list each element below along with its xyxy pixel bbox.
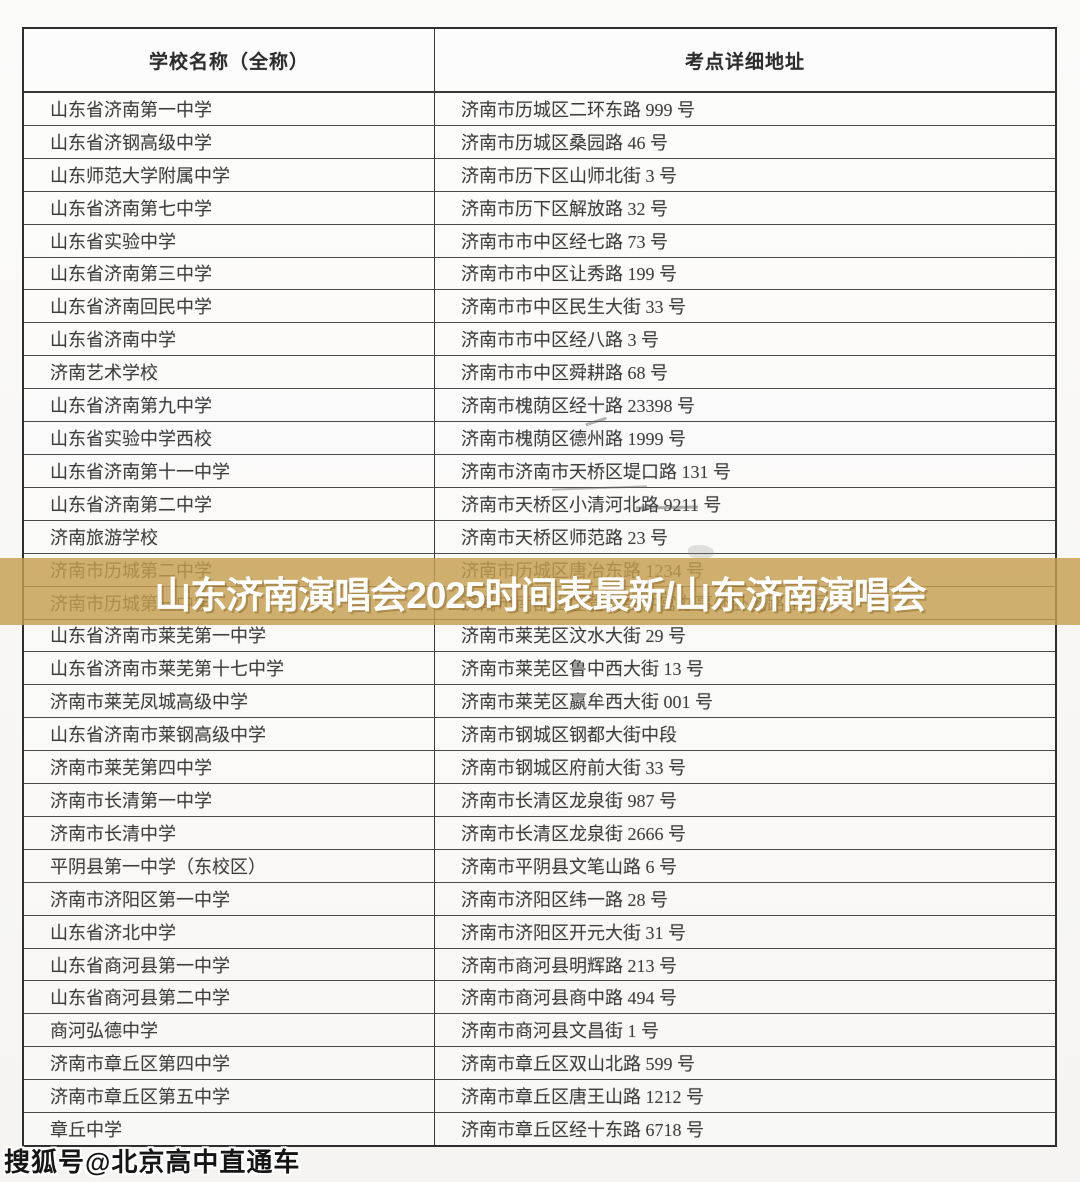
table-row: 济南市济阳区第一中学 济南市济阳区纬一路 28 号: [24, 881, 1055, 915]
address-cell: 济南市槐荫区德州路 1999 号: [461, 429, 686, 450]
school-name-cell: 山东省商河县第一中学: [24, 948, 435, 981]
school-name-cell: 济南艺术学校: [24, 356, 435, 389]
address-cell: 济南市济阳区开元大街 31 号: [461, 922, 686, 943]
address-cell: 济南市商河县商中路 494 号: [461, 988, 677, 1009]
column-header-school-name: 学校名称（全称）: [24, 29, 435, 91]
address-cell: 济南市市中区让秀路 199 号: [461, 264, 677, 285]
table-row: 济南艺术学校 济南市市中区舜耕路 68 号: [24, 355, 1055, 389]
school-name-cell: 山东省济南第三中学: [24, 257, 435, 290]
school-name-cell: 山东省商河县第二中学: [24, 981, 435, 1014]
school-name-cell: 济南市莱芜凤城高级中学: [24, 685, 435, 718]
table-row: 山东省商河县第一中学 济南市商河县明辉路 213 号: [24, 947, 1055, 981]
address-cell: 济南市市中区民生大街 33 号: [461, 297, 686, 318]
table-row: 章丘中学 济南市章丘区经十东路 6718 号: [24, 1112, 1055, 1145]
address-cell: 济南市平阴县文笔山路 6 号: [461, 856, 677, 877]
address-cell: 济南市章丘区双山北路 599 号: [461, 1054, 695, 1075]
table-row: 山东省济南市莱钢高级中学 济南市钢城区钢都大街中段: [24, 717, 1055, 751]
table-row: 商河弘德中学 济南市商河县文昌街 1 号: [24, 1013, 1055, 1047]
school-name-cell: 山东师范大学附属中学: [24, 158, 435, 191]
school-name-cell: 山东省济南第二中学: [24, 487, 435, 520]
title-banner: 山东济南演唱会2025时间表最新/山东济南演唱会: [0, 558, 1080, 625]
table-row: 济南市章丘区第五中学 济南市章丘区唐王山路 1212 号: [24, 1079, 1055, 1113]
school-name-cell: 山东省济南市莱芜第一中学: [24, 619, 435, 652]
watermark-text: 搜狐号@北京高中直通车: [4, 1147, 301, 1177]
address-cell: 济南市章丘区唐王山路 1212 号: [461, 1087, 704, 1108]
address-cell: 济南市槐荫区经十路 23398 号: [461, 396, 695, 417]
address-cell: 济南市历下区山师北街 3 号: [461, 165, 677, 186]
table-row: 山东省商河县第二中学 济南市商河县商中路 494 号: [24, 980, 1055, 1014]
address-cell: 济南市济南市天桥区堤口路 131 号: [461, 461, 731, 482]
table-row: 山东省济南第九中学 济南市槐荫区经十路 23398 号: [24, 388, 1055, 422]
school-name-cell: 山东省济南第七中学: [24, 191, 435, 224]
address-cell: 济南市钢城区府前大街 33 号: [461, 758, 686, 779]
address-cell: 济南市历下区解放路 32 号: [461, 198, 668, 219]
address-cell: 济南市章丘区经十东路 6718 号: [461, 1120, 704, 1141]
table-row: 济南市莱芜第四中学 济南市钢城区府前大街 33 号: [24, 750, 1055, 784]
school-name-cell: 济南市长清中学: [24, 816, 435, 849]
school-name-cell: 山东省实验中学: [24, 224, 435, 257]
address-cell: 济南市莱芜区鲁中西大街 13 号: [461, 659, 704, 680]
table-body: 山东省济南第一中学 济南市历城区二环东路 999 号 山东省济钢高级中学 济南市…: [24, 93, 1055, 1145]
school-name-cell: 山东省济南中学: [24, 323, 435, 356]
school-name-cell: 济南市济阳区第一中学: [24, 882, 435, 915]
table-row: 山东师范大学附属中学 济南市历下区山师北街 3 号: [24, 157, 1055, 191]
table-row: 山东省济南第一中学 济南市历城区二环东路 999 号: [24, 93, 1055, 125]
school-name-cell: 济南市章丘区第五中学: [24, 1080, 435, 1113]
table-row: 山东省济南市莱芜第十七中学 济南市莱芜区鲁中西大街 13 号: [24, 651, 1055, 685]
table-header-row: 学校名称（全称） 考点详细地址: [24, 29, 1055, 93]
address-cell: 济南市长清区龙泉街 2666 号: [461, 823, 686, 844]
address-cell: 济南市市中区经八路 3 号: [461, 330, 659, 351]
address-cell: 济南市历城区二环东路 999 号: [461, 99, 695, 120]
school-name-cell: 济南市长清第一中学: [24, 784, 435, 816]
table-row: 济南市长清中学 济南市长清区龙泉街 2666 号: [24, 815, 1055, 849]
school-name-cell: 章丘中学: [24, 1113, 435, 1145]
table-row: 济南市长清第一中学 济南市长清区龙泉街 987 号: [24, 783, 1055, 816]
school-name-cell: 山东省济钢高级中学: [24, 125, 435, 158]
address-cell: 济南市市中区舜耕路 68 号: [461, 363, 668, 384]
address-cell: 济南市长清区龙泉街 987 号: [461, 790, 677, 811]
school-name-cell: 山东省济南第十一中学: [24, 454, 435, 487]
table-row: 山东省实验中学西校 济南市槐荫区德州路 1999 号: [24, 421, 1055, 454]
title-banner-text: 山东济南演唱会2025时间表最新/山东济南演唱会: [154, 574, 927, 616]
address-cell: 济南市莱芜区嬴牟西大街 001 号: [461, 692, 713, 713]
table-row: 山东省济南第十一中学 济南市济南市天桥区堤口路 131 号: [24, 453, 1055, 487]
table-row: 山东省济南回民中学 济南市市中区民生大街 33 号: [24, 289, 1055, 323]
school-name-cell: 山东省济南回民中学: [24, 290, 435, 323]
school-name-cell: 山东省济南第九中学: [24, 389, 435, 422]
table-row: 济南市章丘区第四中学 济南市章丘区双山北路 599 号: [24, 1046, 1055, 1080]
table-row: 山东省济南第二中学 济南市天桥区小清河北路 9211 号: [24, 486, 1055, 520]
address-cell: 济南市天桥区小清河北路 9211 号: [461, 494, 722, 515]
table-row: 山东省实验中学 济南市市中区经七路 73 号: [24, 223, 1055, 257]
school-name-cell: 山东省济南市莱芜第十七中学: [24, 652, 435, 685]
address-cell: 济南市天桥区师范路 23 号: [461, 527, 668, 548]
address-cell: 济南市钢城区钢都大街中段: [461, 725, 677, 746]
school-name-cell: 济南市章丘区第四中学: [24, 1047, 435, 1080]
school-name-cell: 济南市莱芜第四中学: [24, 751, 435, 784]
address-cell: 济南市莱芜区汶水大街 29 号: [461, 626, 686, 647]
table-row: 山东省济南第三中学 济南市市中区让秀路 199 号: [24, 256, 1055, 290]
table-row: 平阴县第一中学（东校区） 济南市平阴县文笔山路 6 号: [24, 848, 1055, 882]
address-cell: 济南市商河县明辉路 213 号: [461, 955, 677, 976]
school-name-cell: 山东省济南市莱钢高级中学: [24, 718, 435, 751]
table-row: 济南市莱芜凤城高级中学 济南市莱芜区嬴牟西大街 001 号: [24, 684, 1055, 718]
table-row: 山东省济南第七中学 济南市历下区解放路 32 号: [24, 190, 1055, 224]
address-cell: 济南市市中区经七路 73 号: [461, 231, 668, 252]
table-row: 济南旅游学校 济南市天桥区师范路 23 号: [24, 519, 1055, 553]
school-name-cell: 平阴县第一中学（东校区）: [24, 849, 435, 882]
table-row: 山东省济南中学 济南市市中区经八路 3 号: [24, 322, 1055, 356]
column-header-exam-address: 考点详细地址: [684, 51, 805, 73]
address-cell: 济南市济阳区纬一路 28 号: [461, 889, 668, 910]
address-cell: 济南市历城区桑园路 46 号: [461, 132, 668, 153]
school-name-cell: 商河弘德中学: [24, 1014, 435, 1047]
address-cell: 济南市商河县文昌街 1 号: [461, 1021, 659, 1042]
school-name-cell: 山东省实验中学西校: [24, 422, 435, 454]
table-row: 山东省济钢高级中学 济南市历城区桑园路 46 号: [24, 124, 1055, 158]
school-name-cell: 济南旅游学校: [24, 520, 435, 553]
school-name-cell: 山东省济南第一中学: [24, 93, 435, 125]
school-name-cell: 山东省济北中学: [24, 915, 435, 948]
table-row: 山东省济北中学 济南市济阳区开元大街 31 号: [24, 914, 1055, 948]
